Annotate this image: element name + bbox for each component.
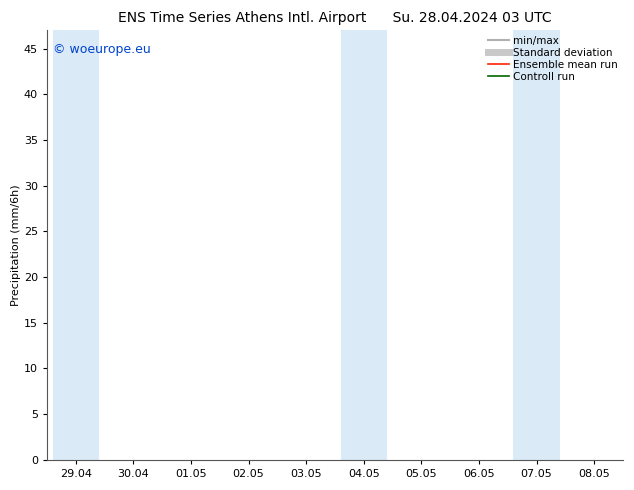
Bar — [340, 30, 387, 460]
Title: ENS Time Series Athens Intl. Airport      Su. 28.04.2024 03 UTC: ENS Time Series Athens Intl. Airport Su.… — [118, 11, 552, 25]
Y-axis label: Precipitation (mm/6h): Precipitation (mm/6h) — [11, 184, 21, 306]
Text: © woeurope.eu: © woeurope.eu — [53, 43, 150, 56]
Bar — [514, 30, 560, 460]
Legend: min/max, Standard deviation, Ensemble mean run, Controll run: min/max, Standard deviation, Ensemble me… — [488, 36, 618, 82]
Bar — [53, 30, 99, 460]
